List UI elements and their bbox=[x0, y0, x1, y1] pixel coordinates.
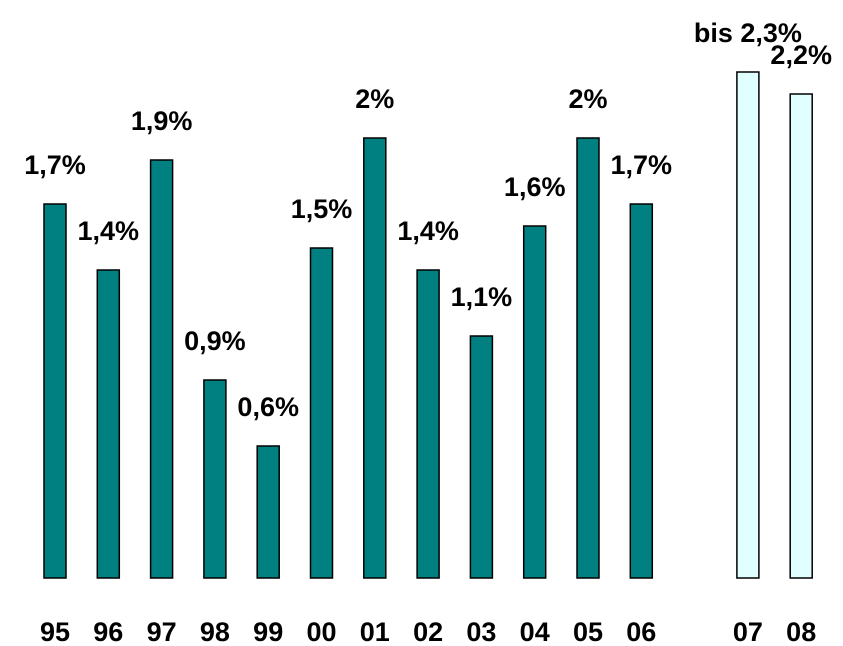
value-label: 1,1% bbox=[451, 282, 513, 312]
x-tick-label: 95 bbox=[40, 617, 70, 646]
bar bbox=[629, 203, 654, 579]
value-label: 1,7% bbox=[611, 150, 673, 180]
x-tick-label: 02 bbox=[413, 617, 443, 646]
value-label: bis 2,3% bbox=[694, 18, 802, 48]
bar bbox=[203, 379, 227, 579]
bar bbox=[469, 335, 494, 579]
bar bbox=[736, 71, 760, 579]
bar bbox=[96, 269, 121, 579]
x-tick-label: 97 bbox=[147, 617, 177, 646]
bar bbox=[149, 159, 174, 579]
value-label: 1,5% bbox=[291, 194, 353, 224]
value-label: 2,2% bbox=[770, 40, 832, 70]
bar bbox=[256, 445, 280, 579]
bar bbox=[309, 247, 334, 579]
bar bbox=[522, 225, 547, 579]
x-tick-label: 01 bbox=[360, 617, 390, 646]
bar bbox=[43, 203, 67, 579]
value-label: 2% bbox=[568, 84, 607, 114]
x-tick-label: 96 bbox=[93, 617, 123, 646]
bar bbox=[576, 137, 600, 579]
x-tick-label: 98 bbox=[200, 617, 230, 646]
x-tick-label: 06 bbox=[626, 617, 656, 646]
x-tick-label: 05 bbox=[573, 617, 603, 646]
x-tick-label: 00 bbox=[306, 617, 336, 646]
value-label: 1,7% bbox=[24, 150, 86, 180]
bar bbox=[363, 137, 387, 579]
value-label: 0,6% bbox=[237, 392, 299, 422]
x-tick-label: 08 bbox=[786, 617, 816, 646]
bar bbox=[416, 269, 440, 579]
value-label: 2% bbox=[355, 84, 394, 114]
x-tick-label: 99 bbox=[253, 617, 283, 646]
value-label: 0,9% bbox=[184, 326, 246, 356]
value-label: 1,4% bbox=[397, 216, 459, 246]
value-label: 1,9% bbox=[131, 106, 193, 136]
x-tick-label: 03 bbox=[466, 617, 496, 646]
value-label: 1,4% bbox=[78, 216, 140, 246]
bar bbox=[789, 93, 813, 579]
x-tick-label: 07 bbox=[733, 617, 763, 646]
x-tick-label: 04 bbox=[520, 617, 550, 646]
value-label: 1,6% bbox=[504, 172, 566, 202]
